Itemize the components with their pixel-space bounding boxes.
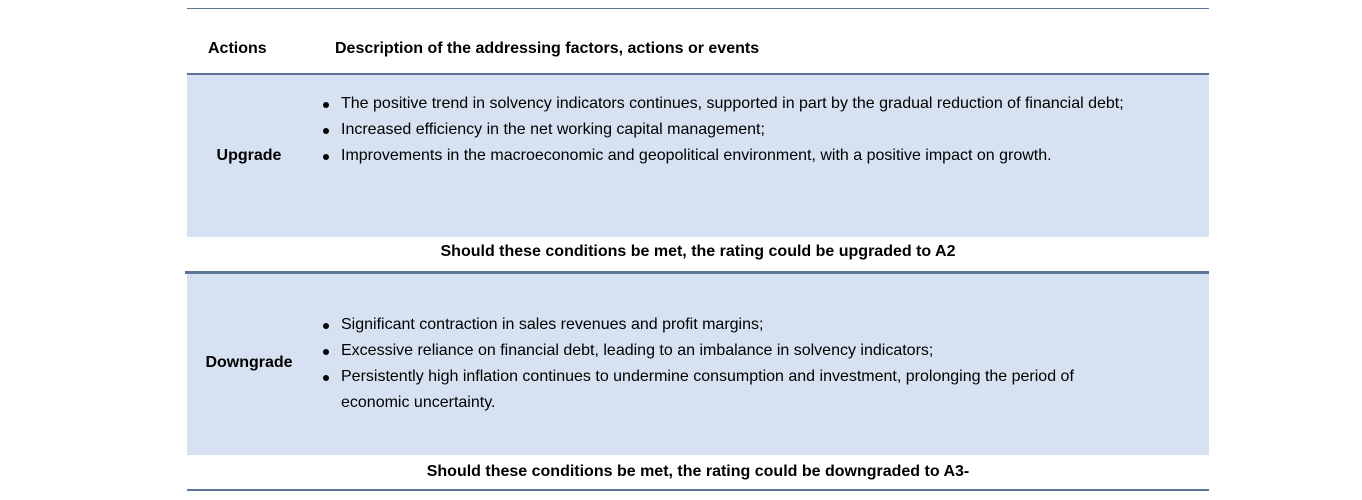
upgrade-label: Upgrade bbox=[216, 147, 282, 164]
downgrade-label: Downgrade bbox=[205, 354, 293, 371]
upgrade-factor-list: The positive trend in solvency indicator… bbox=[321, 91, 1141, 169]
list-item: Improvements in the macroeconomic and ge… bbox=[321, 143, 1141, 169]
list-item: Persistently high inflation continues to… bbox=[321, 364, 1141, 416]
rating-actions-table: Actions Description of the addressing fa… bbox=[185, 8, 1209, 494]
upgrade-row bbox=[187, 75, 1209, 237]
section-divider-rule bbox=[185, 271, 1209, 274]
header-description: Description of the addressing factors, a… bbox=[335, 40, 760, 57]
table-top-rule bbox=[187, 8, 1209, 9]
downgrade-condition: Should these conditions be met, the rati… bbox=[426, 463, 970, 480]
upgrade-condition: Should these conditions be met, the rati… bbox=[440, 243, 956, 260]
list-item: Significant contraction in sales revenue… bbox=[321, 312, 1141, 338]
list-item: Increased efficiency in the net working … bbox=[321, 117, 1141, 143]
header-actions: Actions bbox=[208, 40, 267, 57]
list-item: Excessive reliance on financial debt, le… bbox=[321, 338, 1141, 364]
header-rule bbox=[187, 73, 1209, 75]
downgrade-row bbox=[187, 274, 1209, 455]
table-header-row: Actions Description of the addressing fa… bbox=[187, 9, 1209, 73]
table-bottom-rule bbox=[187, 489, 1209, 491]
list-item: The positive trend in solvency indicator… bbox=[321, 91, 1141, 117]
downgrade-factor-list: Significant contraction in sales revenue… bbox=[321, 312, 1141, 416]
